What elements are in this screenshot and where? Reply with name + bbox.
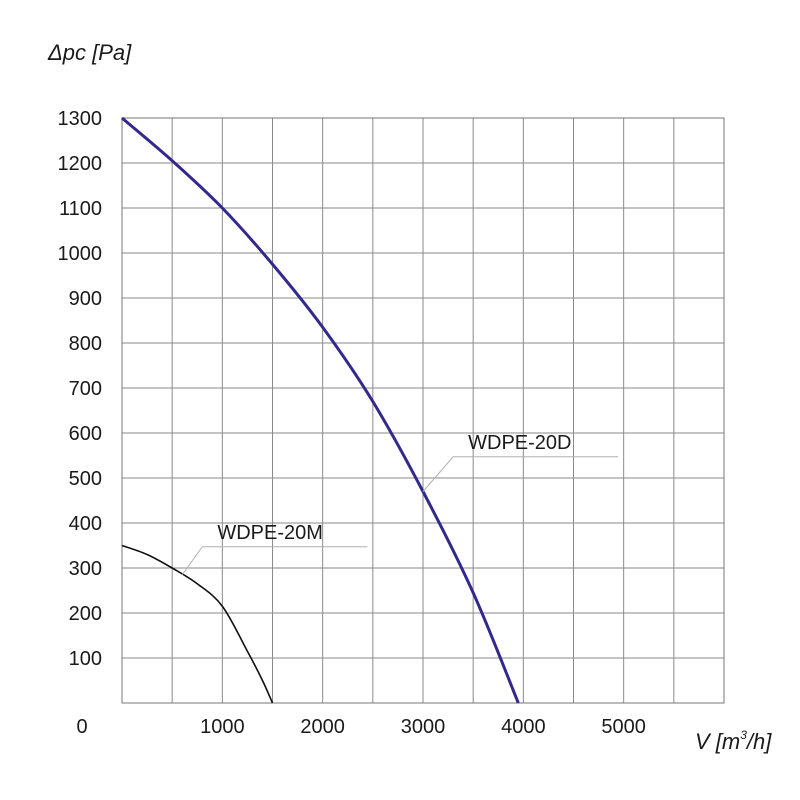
series-label-wdpe-20m: WDPE-20M — [217, 522, 323, 544]
x-axis-title-sup: 3 — [740, 728, 747, 742]
y-tick-label: 1300 — [58, 108, 103, 130]
x-axis-title: V [m3/h] — [695, 728, 772, 754]
y-axis-title: Δpc [Pa] — [47, 40, 132, 65]
x-tick-label: 1000 — [200, 716, 245, 738]
plot-frame — [121, 117, 725, 704]
y-tick-label: 1100 — [59, 198, 102, 220]
y-tick-label: 800 — [69, 333, 102, 355]
grid — [122, 118, 724, 703]
label-leader-wdpe-20d — [422, 456, 619, 492]
label-leader-wdpe-20m — [181, 546, 368, 576]
y-tick-label: 400 — [69, 513, 102, 535]
x-axis-title-prefix: V [m — [695, 729, 740, 754]
y-tick-label: 1200 — [58, 153, 103, 175]
y-tick-label: 500 — [69, 468, 102, 490]
y-tick-label: 100 — [69, 648, 102, 670]
x-tick-label: 3000 — [401, 716, 446, 738]
y-tick-label: 300 — [69, 558, 102, 580]
y-tick-label: 900 — [69, 288, 102, 310]
series-layer — [121, 116, 520, 704]
x-axis-title-suffix: /h] — [745, 729, 772, 754]
y-tick-label: 1000 — [58, 243, 103, 265]
series-label-wdpe-20d: WDPE-20D — [468, 432, 571, 454]
x-tick-labels: 1000 2000 3000 4000 5000 — [200, 716, 646, 738]
x-tick-label: 4000 — [501, 716, 546, 738]
y-tick-labels: 100 200 300 400 500 600 700 800 900 1000 1100 1200 1… — [58, 108, 103, 670]
y-tick-label: 200 — [69, 603, 102, 625]
y-tick-label: 700 — [69, 378, 102, 400]
series-line-wdpe-20d — [121, 116, 520, 704]
y-tick-label: 600 — [69, 423, 102, 445]
label-layer: WDPE-20D WDPE-20M — [181, 432, 619, 576]
origin-label: 0 — [76, 716, 87, 738]
series-line-wdpe-20m — [121, 544, 274, 704]
x-tick-label: 2000 — [300, 716, 345, 738]
x-tick-label: 5000 — [601, 716, 646, 738]
